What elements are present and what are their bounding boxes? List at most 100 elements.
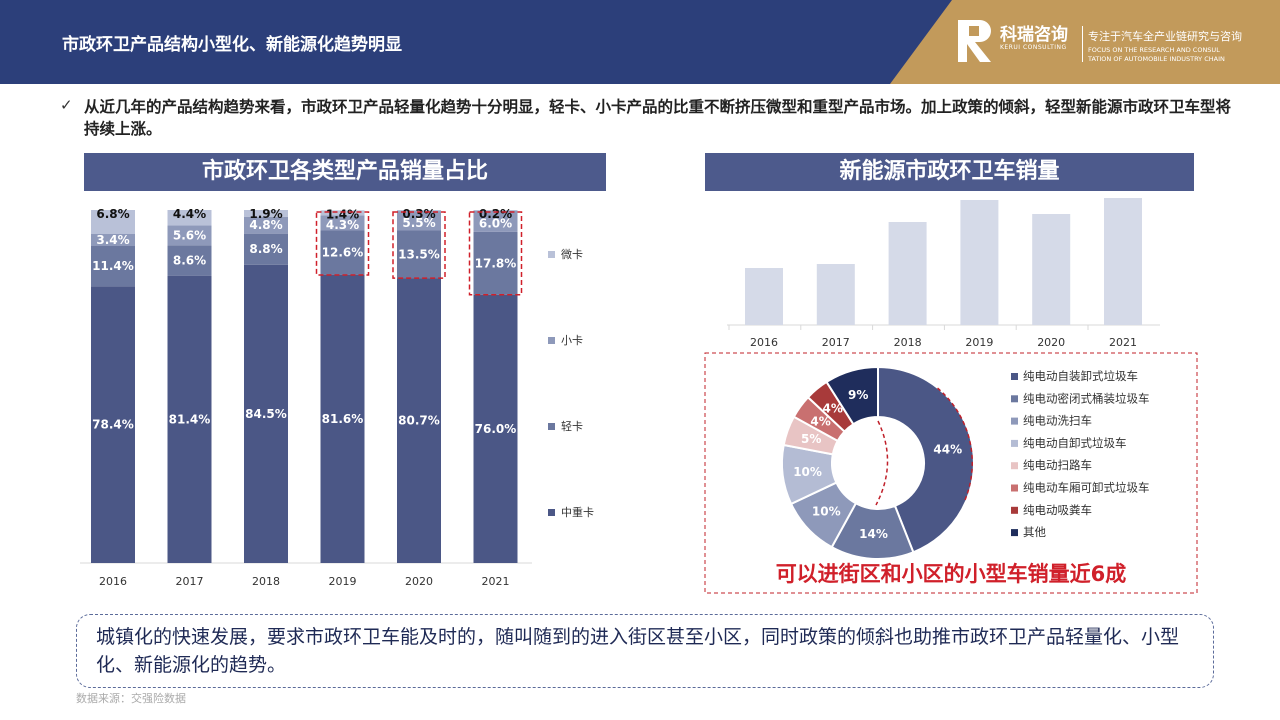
legend-swatch (1011, 395, 1018, 403)
outer-arc (937, 387, 974, 502)
bar-2018 (888, 222, 927, 325)
bar-轻卡-2017 (167, 245, 212, 276)
highlight-box-2020 (392, 211, 446, 279)
bullet-text: 从近几年的产品结构趋势来看，市政环卫产品轻量化趋势十分明显，轻卡、小卡产品的比重… (84, 98, 1232, 138)
legend-label-微卡: 微卡 (561, 247, 583, 261)
slice-label: 4% (810, 414, 830, 428)
bar-中重卡-2021 (473, 294, 518, 563)
bar-小卡-2021 (473, 210, 518, 232)
bar-中重卡-2016 (91, 286, 135, 563)
data-label: 11.4% (92, 259, 134, 273)
page-title: 市政环卫产品结构小型化、新能源化趋势明显 (62, 35, 402, 55)
legend-label-轻卡: 轻卡 (561, 419, 583, 433)
legend-swatch-轻卡 (548, 423, 555, 430)
slice-label: 4% (823, 401, 843, 415)
bar-中重卡-2020 (397, 278, 441, 563)
legend-label: 纯电动扫路车 (1023, 458, 1092, 472)
legend-swatch (1011, 529, 1018, 537)
data-label: 4.3% (326, 218, 359, 232)
slice-label: 14% (859, 527, 888, 541)
logo-english-name: KERUI CONSULTING (1000, 44, 1067, 51)
x-tick-label: 2020 (405, 575, 433, 588)
legend-swatch-小卡 (548, 337, 555, 344)
logo-name: 科瑞咨询 (1000, 25, 1068, 45)
bar-2021 (1104, 198, 1142, 325)
bar-轻卡-2021 (473, 231, 518, 295)
highlight-box-2021 (468, 211, 523, 296)
slice-label: 44% (933, 443, 962, 457)
legend-label: 纯电动吸粪车 (1023, 503, 1092, 517)
legend-swatch (1011, 439, 1018, 447)
data-label: 81.4% (169, 412, 211, 426)
bar-中重卡-2018 (244, 264, 288, 563)
bar-小卡-2019 (320, 215, 365, 231)
bar-2020 (1032, 214, 1071, 325)
inner-divider (875, 420, 889, 506)
data-label: 4.4% (173, 207, 206, 221)
data-label: 12.6% (322, 246, 364, 260)
callout-text: 城镇化的快速发展，要求市政环卫车能及时的，随叫随到的进入街区甚至小区，同时政策的… (96, 626, 1180, 676)
legend-label: 纯电动车厢可卸式垃圾车 (1023, 481, 1150, 495)
left-chart-title: 市政环卫各类型产品销量占比 (84, 153, 606, 191)
slogan: 专注于汽车全产业链研究与咨询 (1088, 30, 1242, 43)
header-brand-panel (890, 0, 1280, 84)
data-source: 数据来源：交强险数据 (76, 692, 186, 705)
bar-轻卡-2020 (397, 230, 441, 279)
bar-微卡-2018 (244, 210, 288, 217)
slice-label: 5% (801, 432, 821, 446)
data-label: 76.0% (475, 422, 517, 436)
legend-label: 纯电动密闭式桶装垃圾车 (1023, 391, 1150, 405)
callout-box (76, 614, 1214, 688)
x-tick-label: 2016 (99, 575, 127, 588)
legend-swatch-中重卡 (548, 509, 555, 516)
slice-label: 10% (812, 505, 841, 519)
bar-轻卡-2019 (320, 230, 365, 275)
legend-swatch (1011, 462, 1018, 470)
legend-label: 纯电动洗扫车 (1023, 414, 1092, 428)
slice-其他 (825, 365, 879, 426)
bar-2017 (816, 264, 855, 325)
bar-小卡-2020 (397, 211, 441, 231)
bar-中重卡-2017 (167, 275, 212, 563)
data-label: 4.8% (249, 218, 282, 232)
x-tick-label: 2020 (1037, 336, 1065, 349)
legend-label: 纯电动自卸式垃圾车 (1023, 436, 1127, 450)
legend-swatch (1011, 506, 1018, 514)
data-label: 0.3% (402, 207, 435, 221)
x-tick-label: 2018 (894, 336, 922, 349)
data-label: 17.8% (475, 256, 517, 270)
bar-中重卡-2019 (320, 274, 365, 563)
bar-微卡-2021 (473, 210, 518, 211)
logo-divider (1082, 26, 1083, 62)
data-label: 8.8% (249, 242, 282, 256)
legend-label-中重卡: 中重卡 (561, 505, 594, 519)
bar-微卡-2017 (167, 210, 212, 226)
legend-swatch (1011, 417, 1018, 425)
x-tick-label: 2018 (252, 575, 280, 588)
logo-mark-icon (958, 20, 991, 62)
check-icon: ✓ (60, 96, 73, 114)
highlight-box-2019 (315, 211, 370, 276)
data-label: 5.5% (402, 216, 435, 230)
data-label: 84.5% (245, 407, 287, 421)
bar-2019 (960, 200, 999, 325)
data-label: 6.0% (479, 216, 512, 230)
bar-小卡-2018 (244, 216, 288, 234)
right-chart-title: 新能源市政环卫车销量 (705, 153, 1194, 191)
data-label: 6.8% (96, 207, 129, 221)
bar-微卡-2016 (91, 210, 135, 235)
x-tick-label: 2019 (329, 575, 357, 588)
data-label: 8.6% (173, 253, 206, 267)
x-tick-label: 2017 (176, 575, 204, 588)
bar-轻卡-2016 (91, 246, 135, 287)
slogan-english: FOCUS ON THE RESEARCH AND CONSUL TATION … (1088, 46, 1225, 63)
bar-小卡-2017 (167, 225, 212, 246)
legend-swatch-微卡 (548, 251, 555, 258)
x-tick-label: 2019 (965, 336, 993, 349)
bar-微卡-2020 (397, 210, 441, 212)
legend-label: 纯电动自装卸式垃圾车 (1023, 369, 1138, 383)
bar-小卡-2016 (91, 234, 135, 247)
legend-label-小卡: 小卡 (561, 334, 583, 347)
data-label: 1.4% (326, 207, 359, 221)
